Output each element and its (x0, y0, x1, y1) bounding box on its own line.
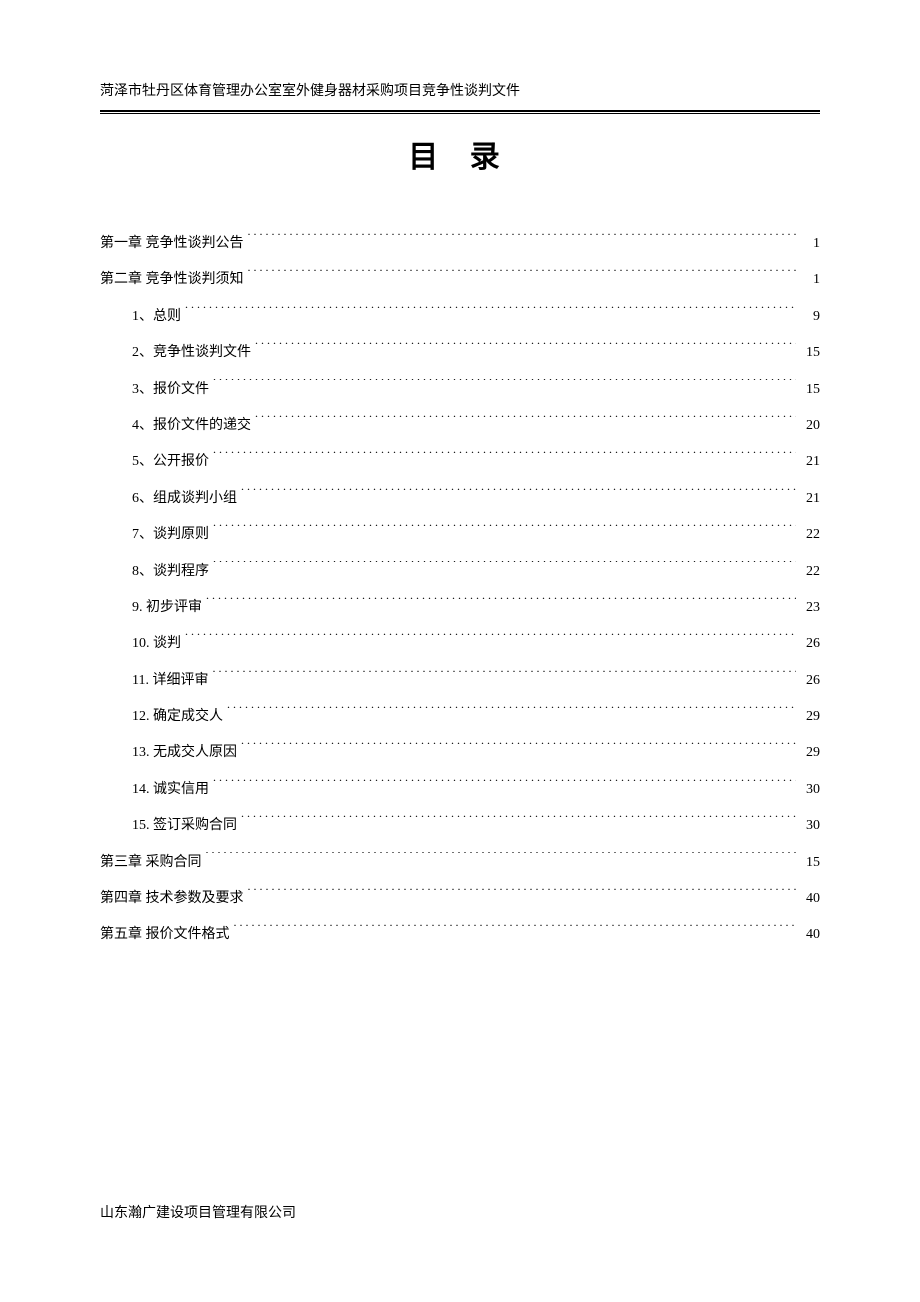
toc-label: 第三章 采购合同 (100, 845, 202, 881)
toc-page: 22 (800, 517, 820, 553)
toc-page: 21 (800, 444, 820, 480)
toc-dots (206, 597, 796, 611)
toc-label: 2、竞争性谈判文件 (132, 335, 251, 371)
toc-label: 4、报价文件的递交 (132, 408, 251, 444)
toc-item: 1、总则 9 (100, 299, 820, 335)
toc-dots (185, 306, 796, 320)
toc-label: 9. 初步评审 (132, 590, 202, 626)
toc-label: 3、报价文件 (132, 372, 209, 408)
toc-dots (241, 815, 796, 829)
toc-list: 第一章 竞争性谈判公告 1 第二章 竞争性谈判须知 1 1、总则 9 2、竞争性谈判文件 15… (100, 226, 820, 954)
toc-page: 40 (800, 881, 820, 917)
toc-dots (185, 633, 796, 647)
toc-label: 1、总则 (132, 299, 181, 335)
toc-label: 12. 确定成交人 (132, 699, 223, 735)
toc-dots (206, 852, 797, 866)
toc-dots (213, 779, 796, 793)
toc-page: 20 (800, 408, 820, 444)
toc-label: 14. 诚实信用 (132, 772, 209, 808)
toc-item: 10. 谈判 26 (100, 626, 820, 662)
toc-label: 6、组成谈判小组 (132, 481, 237, 517)
toc-page: 1 (800, 262, 820, 298)
toc-label: 第二章 竞争性谈判须知 (100, 262, 244, 298)
footer-text: 山东瀚广建设项目管理有限公司 (100, 1202, 296, 1222)
toc-item: 14. 诚实信用 30 (100, 772, 820, 808)
toc-item: 第四章 技术参数及要求 40 (100, 881, 820, 917)
toc-dots (248, 888, 797, 902)
toc-page: 22 (800, 554, 820, 590)
toc-dots (213, 379, 796, 393)
toc-item: 2、竞争性谈判文件 15 (100, 335, 820, 371)
toc-page: 26 (800, 626, 820, 662)
toc-item: 11. 详细评审 26 (100, 663, 820, 699)
toc-page: 26 (800, 663, 820, 699)
toc-item: 4、报价文件的递交 20 (100, 408, 820, 444)
toc-page: 30 (800, 772, 820, 808)
header-line-thick (100, 110, 820, 112)
header-text: 菏泽市牡丹区体育管理办公室室外健身器材采购项目竞争性谈判文件 (100, 80, 820, 106)
toc-item: 9. 初步评审 23 (100, 590, 820, 626)
toc-dots (234, 924, 797, 938)
toc-dots (227, 706, 796, 720)
toc-page: 15 (800, 372, 820, 408)
toc-label: 15. 签订采购合同 (132, 808, 237, 844)
toc-dots (241, 742, 796, 756)
toc-label: 8、谈判程序 (132, 554, 209, 590)
toc-dots (213, 524, 796, 538)
toc-page: 23 (800, 590, 820, 626)
toc-page: 1 (800, 226, 820, 262)
toc-page: 29 (800, 699, 820, 735)
toc-label: 10. 谈判 (132, 626, 181, 662)
header-line-thin (100, 113, 820, 114)
page-container: 菏泽市牡丹区体育管理办公室室外健身器材采购项目竞争性谈判文件 目 录 第一章 竞… (0, 0, 920, 1302)
toc-item: 7、谈判原则 22 (100, 517, 820, 553)
toc-page: 15 (800, 335, 820, 371)
toc-dots (248, 233, 797, 247)
toc-dots (255, 342, 796, 356)
toc-label: 13. 无成交人原因 (132, 735, 237, 771)
toc-item: 第三章 采购合同 15 (100, 845, 820, 881)
toc-item: 8、谈判程序 22 (100, 554, 820, 590)
toc-item: 15. 签订采购合同 30 (100, 808, 820, 844)
toc-label: 第一章 竞争性谈判公告 (100, 226, 244, 262)
toc-dots (241, 488, 796, 502)
toc-label: 第五章 报价文件格式 (100, 917, 230, 953)
toc-label: 第四章 技术参数及要求 (100, 881, 244, 917)
toc-dots (213, 451, 796, 465)
toc-item: 5、公开报价 21 (100, 444, 820, 480)
toc-page: 9 (800, 299, 820, 335)
toc-label: 7、谈判原则 (132, 517, 209, 553)
toc-label: 5、公开报价 (132, 444, 209, 480)
toc-item: 6、组成谈判小组 21 (100, 481, 820, 517)
toc-dots (255, 415, 796, 429)
toc-page: 40 (800, 917, 820, 953)
toc-item: 第五章 报价文件格式 40 (100, 917, 820, 953)
toc-item: 12. 确定成交人 29 (100, 699, 820, 735)
toc-page: 29 (800, 735, 820, 771)
page-title: 目 录 (100, 132, 820, 176)
toc-item: 13. 无成交人原因 29 (100, 735, 820, 771)
toc-label: 11. 详细评审 (132, 663, 208, 699)
toc-item: 3、报价文件 15 (100, 372, 820, 408)
toc-dots (213, 561, 796, 575)
toc-item: 第一章 竞争性谈判公告 1 (100, 226, 820, 262)
toc-item: 第二章 竞争性谈判须知 1 (100, 262, 820, 298)
toc-page: 30 (800, 808, 820, 844)
toc-page: 21 (800, 481, 820, 517)
toc-dots (248, 269, 797, 283)
toc-dots (212, 670, 796, 684)
toc-page: 15 (800, 845, 820, 881)
